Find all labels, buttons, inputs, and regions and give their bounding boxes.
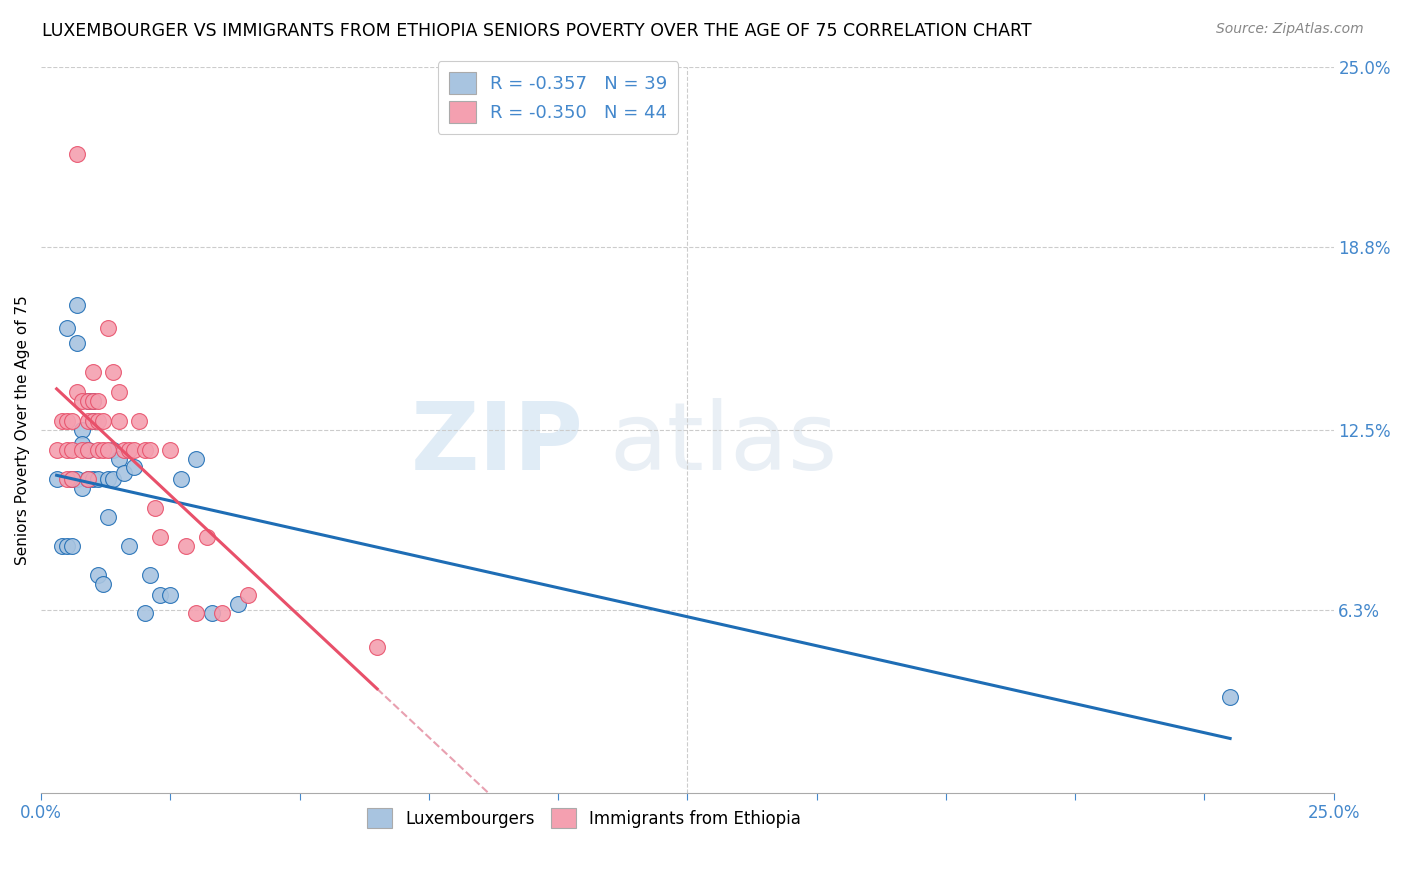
Point (45, 472, 67, 486)
Point (76, 442, 98, 457)
Point (66, 146, 89, 161)
Point (76, 442, 98, 457)
Point (76, 393, 98, 408)
Point (226, 597, 249, 611)
Point (87, 414, 110, 428)
Point (97, 509, 120, 524)
Point (103, 472, 125, 486)
Point (60, 472, 83, 486)
Point (91, 414, 114, 428)
Point (82, 414, 104, 428)
Point (1219, 690, 1241, 704)
Point (134, 442, 156, 457)
Point (76, 414, 98, 428)
Point (112, 466, 135, 480)
Point (60, 442, 83, 457)
Point (66, 472, 89, 486)
Point (72, 442, 94, 457)
Point (236, 588, 259, 602)
Point (87, 472, 110, 486)
Point (91, 442, 114, 457)
Point (82, 393, 104, 408)
Point (201, 606, 224, 620)
Point (211, 606, 233, 620)
Point (82, 365, 104, 379)
Point (159, 588, 181, 602)
Text: atlas: atlas (610, 398, 838, 490)
Point (72, 437, 94, 451)
Y-axis label: Seniors Poverty Over the Age of 75: Seniors Poverty Over the Age of 75 (15, 294, 30, 565)
Point (56, 472, 79, 486)
Point (107, 384, 129, 399)
Point (103, 365, 125, 379)
Point (87, 442, 110, 457)
Point (134, 606, 156, 620)
Point (366, 640, 388, 655)
Point (149, 588, 172, 602)
Point (122, 460, 145, 475)
Legend: Luxembourgers, Immigrants from Ethiopia: Luxembourgers, Immigrants from Ethiopia (360, 802, 808, 835)
Point (60, 414, 83, 428)
Point (107, 414, 129, 428)
Text: ZIP: ZIP (411, 398, 583, 490)
Point (45, 442, 67, 457)
Point (60, 472, 83, 486)
Point (56, 321, 79, 335)
Point (66, 298, 89, 312)
Point (56, 442, 79, 457)
Point (138, 567, 160, 582)
Text: LUXEMBOURGER VS IMMIGRANTS FROM ETHIOPIA SENIORS POVERTY OVER THE AGE OF 75 CORR: LUXEMBOURGER VS IMMIGRANTS FROM ETHIOPIA… (42, 22, 1032, 40)
Point (112, 442, 135, 457)
Point (91, 576, 114, 591)
Point (122, 442, 145, 457)
Point (87, 567, 110, 582)
Point (170, 472, 193, 486)
Point (87, 393, 110, 408)
Point (60, 539, 83, 553)
Point (72, 481, 94, 495)
Point (186, 606, 208, 620)
Point (118, 442, 141, 457)
Point (82, 414, 104, 428)
Point (76, 472, 98, 486)
Point (195, 530, 218, 544)
Point (97, 321, 120, 335)
Point (82, 393, 104, 408)
Point (66, 335, 89, 350)
Point (97, 442, 120, 457)
Point (66, 384, 89, 399)
Point (72, 423, 94, 437)
Point (56, 539, 79, 553)
Point (118, 539, 141, 553)
Point (107, 451, 129, 466)
Point (174, 539, 197, 553)
Point (97, 472, 120, 486)
Point (103, 442, 125, 457)
Point (76, 472, 98, 486)
Point (60, 472, 83, 486)
Point (138, 442, 160, 457)
Point (159, 442, 181, 457)
Point (51, 414, 73, 428)
Point (149, 530, 172, 544)
Point (143, 501, 166, 516)
Point (72, 393, 94, 408)
Point (186, 451, 208, 466)
Point (128, 414, 150, 428)
Point (56, 414, 79, 428)
Point (76, 393, 98, 408)
Text: Source: ZipAtlas.com: Source: ZipAtlas.com (1216, 22, 1364, 37)
Point (82, 472, 104, 486)
Point (51, 539, 73, 553)
